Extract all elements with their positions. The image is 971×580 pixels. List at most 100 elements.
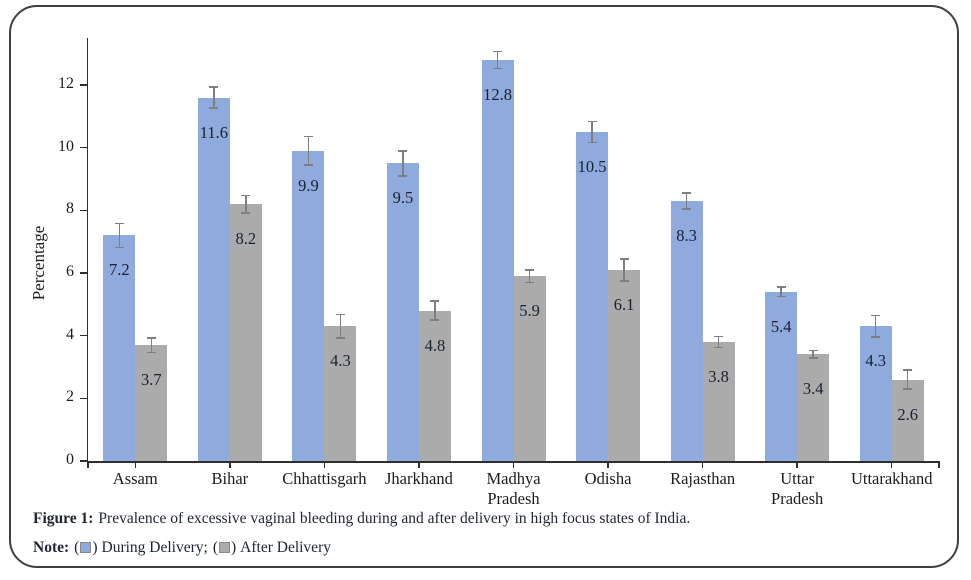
y-axis-tick-label: 12 [58,75,74,92]
value-label-during-delivery-rajasthan: 8.3 [676,225,697,245]
value-label-during-delivery-jharkhand: 9.5 [392,188,414,208]
error-bar-after-delivery-rajasthan [717,336,720,348]
y-axis-tick-label: 2 [66,388,74,406]
value-label-during-delivery-assam: 7.2 [108,260,130,280]
error-bar-cap-top [146,337,156,339]
error-bar-cap-top [241,194,251,197]
bar-during-delivery-bihar [197,97,230,461]
error-bar-cap-bottom [525,281,534,284]
value-label-after-delivery-odisha: 6.1 [613,294,635,314]
error-bar-after-delivery-chhattisgarh [339,314,342,338]
error-bar-cap-bottom [430,319,440,321]
y-axis-tick [80,209,88,212]
figure-border-frame [9,5,959,568]
x-axis-label-bihar: Bihar [211,469,249,488]
value-label-during-delivery-odisha: 10.5 [577,157,607,176]
y-axis-tick [80,334,88,337]
error-bar-after-delivery-madhya-pradesh [528,269,531,283]
open-paren: ( [74,539,80,556]
error-bar-after-delivery-odisha [623,258,625,281]
bar-during-delivery-assam [103,235,136,461]
error-bar-cap-bottom [335,337,345,339]
bar-after-delivery-jharkhand [418,310,451,461]
error-bar-after-delivery-jharkhand [434,301,436,320]
close-paren: ) [92,539,98,556]
error-bar-cap-bottom [587,141,597,144]
legend-separator: ; [203,539,208,556]
error-bar-cap-top [430,300,440,302]
error-bar-cap-top [335,313,345,316]
x-axis-label-uttarakhand: Uttarakhand [850,469,933,488]
value-label-during-delivery-madhya-pradesh: 12.8 [483,84,512,104]
error-bar-cap-bottom [493,67,502,70]
bar-during-delivery-rajasthan [670,200,703,461]
x-axis-label-madhya-pradesh: Madhya Pradesh [486,469,541,508]
value-label-after-delivery-uttarakhand: 2.6 [897,404,919,424]
bar-during-delivery-chhattisgarh [292,150,325,461]
x-axis-label-uttar-pradesh: Uttar Pradesh [771,469,824,508]
y-axis-tick-label: 4 [66,325,74,343]
error-bar-cap-top [303,135,313,138]
figure-caption: Figure 1: Prevalence of excessive vaginal… [33,510,690,528]
y-axis-tick [80,397,88,400]
y-axis-tick-label: 0 [66,451,74,468]
value-label-during-delivery-chhattisgarh: 9.9 [298,175,319,195]
bar-during-delivery-uttarakhand [859,326,892,461]
legend-label-after-delivery: After Delivery [240,539,331,556]
bar-after-delivery-uttarakhand [891,379,924,461]
bar-after-delivery-odisha [608,269,641,461]
bar-after-delivery-bihar [229,204,262,461]
y-axis-tick-label: 6 [66,263,74,280]
error-bar-cap-top [682,192,692,194]
x-axis-tick [134,461,137,468]
error-bar-cap-bottom [714,346,724,349]
x-axis-label-odisha: Odisha [584,469,632,488]
error-bar-during-delivery-madhya-pradesh [496,51,499,69]
error-bar-cap-top [808,349,818,352]
error-bar-cap-bottom [209,107,219,109]
error-bar-cap-top [525,269,534,271]
value-label-after-delivery-jharkhand: 4.8 [424,335,446,355]
x-axis-tick [418,461,420,468]
error-bar-cap-top [114,222,124,225]
error-bar-cap-bottom [241,212,251,214]
value-label-after-delivery-madhya-pradesh: 5.9 [519,301,540,321]
error-bar-cap-bottom [398,175,408,177]
value-label-after-delivery-chhattisgarh: 4.3 [330,351,351,371]
bar-after-delivery-rajasthan [702,341,735,461]
error-bar-during-delivery-uttarakhand [874,315,877,338]
error-bar-during-delivery-odisha [591,121,593,143]
bar-during-delivery-uttar-pradesh [765,291,798,461]
error-bar-during-delivery-chhattisgarh [307,136,310,165]
value-label-after-delivery-assam: 3.7 [140,370,162,390]
value-label-during-delivery-bihar: 11.6 [199,122,228,142]
note-label: Note: [33,539,70,556]
figure-caption-text: Prevalence of excessive vaginal bleeding… [98,510,691,527]
value-label-after-delivery-uttar-pradesh: 3.4 [802,379,824,399]
value-label-during-delivery-uttarakhand: 4.3 [865,351,887,371]
x-axis-tick [323,461,326,468]
error-bar-cap-bottom [903,388,913,390]
value-label-after-delivery-rajasthan: 3.8 [708,366,729,386]
figure-caption-label: Figure 1: [33,510,94,527]
error-bar-during-delivery-jharkhand [402,150,404,176]
y-axis-tick-label: 8 [66,200,74,218]
error-bar-cap-top [776,286,786,288]
error-bar-after-delivery-uttar-pradesh [812,350,814,359]
bar-after-delivery-chhattisgarh [324,326,357,461]
error-bar-cap-bottom [871,336,881,338]
figure-note-legend: Note:() During Delivery;() After Delivery [33,539,331,557]
error-bar-during-delivery-assam [118,223,121,248]
error-bar-cap-top [398,150,408,152]
y-axis-tick-label: 10 [58,137,74,155]
error-bar-cap-bottom [808,357,818,359]
error-bar-after-delivery-assam [150,337,153,353]
error-bar-cap-bottom [303,164,313,166]
bar-during-delivery-madhya-pradesh [481,59,514,461]
error-bar-cap-bottom [146,351,156,354]
x-axis-end-tick [938,461,940,468]
x-axis-tick [796,461,798,468]
x-axis-tick [890,461,893,468]
y-axis-tick [80,146,88,149]
